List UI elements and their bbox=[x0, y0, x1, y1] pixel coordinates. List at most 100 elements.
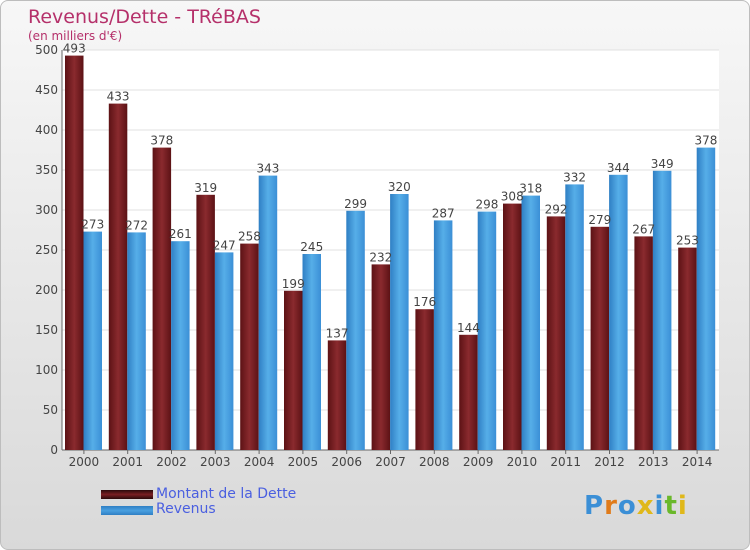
chart-subtitle: (en milliers d'€) bbox=[28, 29, 123, 43]
data-label: 343 bbox=[256, 162, 279, 176]
x-tick-label: 2005 bbox=[288, 455, 319, 469]
data-label: 349 bbox=[651, 157, 674, 171]
data-label: 292 bbox=[545, 202, 568, 216]
data-label: 253 bbox=[676, 234, 699, 248]
bar-debt bbox=[65, 55, 84, 450]
data-label: 199 bbox=[282, 277, 305, 291]
bar-debt bbox=[503, 203, 522, 450]
x-tick-label: 2010 bbox=[507, 455, 538, 469]
data-label: 279 bbox=[588, 213, 611, 227]
data-label: 273 bbox=[81, 218, 104, 232]
logo-letter: x bbox=[636, 491, 655, 521]
y-tick-label: 100 bbox=[35, 363, 58, 377]
chart-title: Revenus/Dette - TRéBAS bbox=[28, 6, 261, 28]
axes: 0 50 100 150 200 250 300 350 400 450 500 2000 2001 20… bbox=[35, 43, 719, 469]
data-label: 267 bbox=[632, 222, 655, 236]
data-label: 320 bbox=[388, 180, 411, 194]
y-tick-label: 350 bbox=[35, 163, 58, 177]
bar-revenue bbox=[433, 220, 453, 450]
x-tick-label: 2007 bbox=[375, 455, 406, 469]
y-tick-label: 300 bbox=[35, 203, 58, 217]
data-label: 232 bbox=[369, 250, 392, 264]
x-tick-label: 2000 bbox=[69, 455, 100, 469]
data-label: 318 bbox=[519, 182, 542, 196]
x-tick-label: 2002 bbox=[156, 455, 187, 469]
y-tick-label: 0 bbox=[50, 443, 58, 457]
x-tick-label: 2012 bbox=[594, 455, 625, 469]
data-label: 332 bbox=[563, 170, 586, 184]
logo-letter: i bbox=[654, 491, 665, 521]
bar-revenue bbox=[258, 175, 278, 450]
y-tick-label: 50 bbox=[43, 403, 58, 417]
bar-debt bbox=[678, 247, 697, 450]
y-tick-label: 150 bbox=[35, 323, 58, 337]
bar-revenue bbox=[390, 194, 409, 450]
bar-debt bbox=[284, 290, 303, 450]
x-tick-label: 2014 bbox=[682, 455, 713, 469]
data-label: 137 bbox=[326, 326, 349, 340]
logo-letter: t bbox=[664, 491, 678, 521]
x-tick-label: 2009 bbox=[463, 455, 494, 469]
bar-revenue bbox=[302, 254, 321, 450]
data-label: 298 bbox=[475, 198, 498, 212]
data-label: 272 bbox=[125, 218, 148, 232]
data-label: 344 bbox=[607, 161, 630, 175]
x-tick-label: 2001 bbox=[112, 455, 143, 469]
x-tick-label: 2004 bbox=[244, 455, 275, 469]
bars bbox=[65, 55, 716, 451]
data-label: 261 bbox=[169, 227, 192, 241]
y-tick-label: 400 bbox=[35, 123, 58, 137]
bar-debt bbox=[459, 334, 478, 450]
bar-debt bbox=[371, 264, 391, 450]
data-label: 245 bbox=[300, 240, 323, 254]
data-label: 144 bbox=[457, 321, 480, 335]
data-label: 308 bbox=[501, 190, 524, 204]
bar-debt bbox=[196, 194, 215, 450]
bar-revenue bbox=[127, 232, 146, 450]
x-tick-label: 2003 bbox=[200, 455, 231, 469]
bar-debt bbox=[108, 103, 128, 450]
bar-revenue bbox=[565, 184, 584, 450]
bar-revenue bbox=[214, 252, 234, 450]
data-label: 493 bbox=[63, 42, 86, 56]
data-label: 287 bbox=[432, 206, 455, 220]
bar-revenue bbox=[652, 170, 672, 451]
bar-revenue bbox=[83, 231, 102, 450]
bar-debt bbox=[327, 340, 347, 450]
x-tick-label: 2006 bbox=[331, 455, 362, 469]
data-label: 433 bbox=[107, 90, 130, 104]
bar-revenue bbox=[696, 147, 716, 450]
data-label: 319 bbox=[194, 181, 217, 195]
y-tick-label: 250 bbox=[35, 243, 58, 257]
logo-letter: r bbox=[604, 491, 618, 521]
logo-letter: o bbox=[617, 491, 637, 521]
bar-debt bbox=[240, 243, 259, 450]
x-tick-label: 2008 bbox=[419, 455, 450, 469]
y-tick-label: 450 bbox=[35, 83, 58, 97]
bar-revenue bbox=[521, 195, 540, 450]
legend-label-revenue: Revenus bbox=[156, 501, 216, 517]
y-tick-label: 500 bbox=[35, 43, 58, 57]
bar-revenue bbox=[609, 174, 628, 451]
x-tick-label: 2013 bbox=[638, 455, 669, 469]
data-label: 247 bbox=[213, 238, 236, 252]
legend-label-debt: Montant de la Dette bbox=[156, 486, 297, 502]
bar-debt bbox=[546, 216, 566, 450]
bar-debt bbox=[590, 226, 610, 450]
bar-debt bbox=[152, 147, 172, 450]
data-label: 258 bbox=[238, 230, 261, 244]
bar-debt bbox=[415, 309, 434, 450]
data-label: 378 bbox=[694, 134, 717, 148]
bar-revenue bbox=[346, 210, 365, 450]
legend-swatch-revenue bbox=[101, 506, 153, 515]
proxiti-logo: Proxiti bbox=[584, 491, 688, 521]
bar-revenue bbox=[477, 211, 497, 450]
x-tick-label: 2011 bbox=[550, 455, 581, 469]
legend-swatch-debt bbox=[101, 490, 153, 499]
logo-letter: i bbox=[677, 491, 688, 521]
y-tick-label: 200 bbox=[35, 283, 58, 297]
data-label: 299 bbox=[344, 197, 367, 211]
bar-debt bbox=[634, 236, 653, 450]
